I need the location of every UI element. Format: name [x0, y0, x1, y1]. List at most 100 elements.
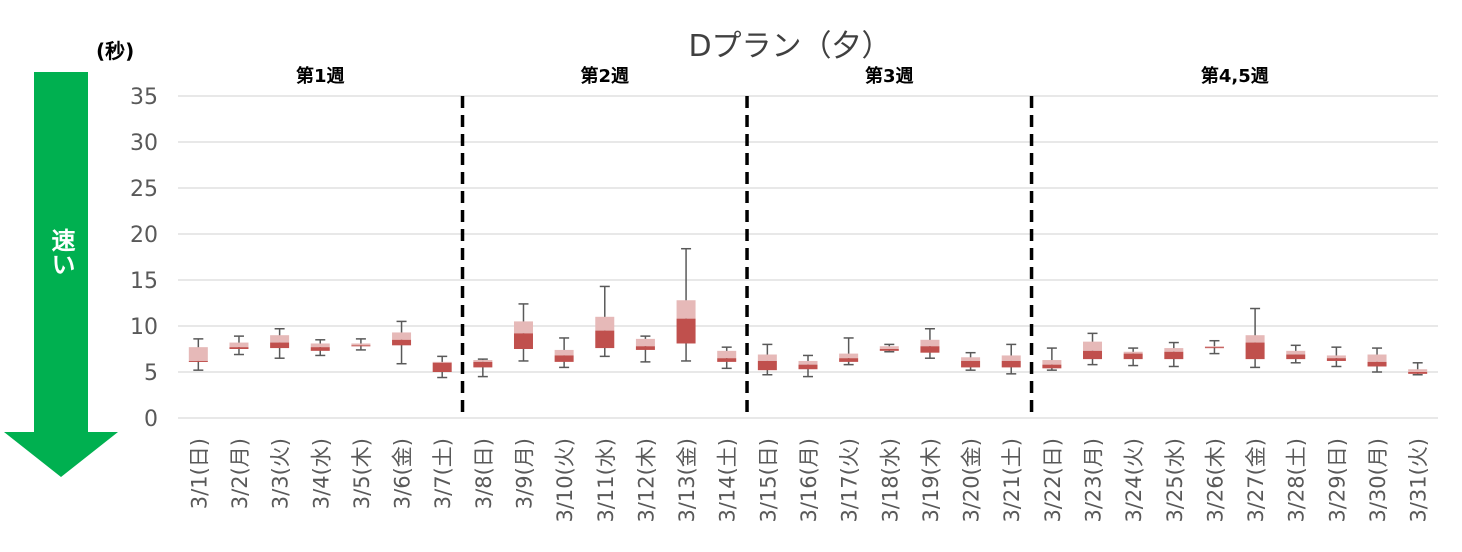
x-tick-label: 3/21(土) — [1000, 438, 1024, 523]
speed-arrow: 速い — [4, 72, 118, 477]
week-separators — [460, 96, 1034, 418]
x-tick-label: 3/23(月) — [1082, 438, 1106, 523]
y-tick-label: 35 — [130, 85, 158, 110]
box-30 — [1408, 362, 1428, 376]
box-13 — [717, 346, 737, 370]
x-tick-label: 3/9(月) — [512, 438, 536, 509]
box-upper — [229, 342, 249, 348]
box-lower — [1286, 354, 1306, 360]
y-tick-label: 0 — [144, 407, 158, 432]
box-upper — [392, 332, 412, 340]
box-lower — [676, 318, 696, 344]
box-4 — [351, 338, 371, 351]
box-29 — [1367, 347, 1387, 373]
x-tick-label: 3/31(火) — [1407, 438, 1431, 523]
box-16 — [839, 337, 859, 366]
box-lower — [635, 346, 655, 350]
x-tick-label: 3/14(土) — [716, 438, 740, 523]
week-label: 第3週 — [865, 65, 914, 87]
x-tick-label: 3/28(土) — [1285, 438, 1309, 523]
x-axis-ticks: 3/1(日) 3/2(月) 3/3(火) 3/4(水) 3/5(木) 3/6(金) 3/7(… — [187, 438, 1430, 523]
x-tick-label: 3/26(木) — [1203, 438, 1227, 523]
box-upper — [270, 335, 290, 343]
x-tick-label: 3/16(月) — [797, 438, 821, 523]
box-upper — [513, 321, 533, 334]
box-upper — [1042, 360, 1062, 365]
box-lower — [1245, 342, 1265, 360]
x-tick-label: 3/13(金) — [675, 438, 699, 523]
arrow-label: 速い — [47, 228, 75, 276]
y-tick-label: 20 — [130, 223, 158, 248]
box-lower — [473, 361, 493, 368]
x-tick-label: 3/3(火) — [269, 438, 293, 509]
box-9 — [554, 337, 574, 369]
gridlines — [178, 95, 1438, 419]
box-lower — [188, 360, 208, 362]
box-upper — [432, 361, 452, 363]
x-tick-label: 3/22(日) — [1041, 438, 1065, 523]
box-6 — [432, 355, 452, 379]
box-upper — [1286, 350, 1306, 355]
box-upper — [798, 360, 818, 365]
box-upper — [1123, 351, 1143, 354]
y-tick-label: 30 — [130, 131, 158, 156]
box-10 — [595, 285, 615, 358]
box-lower — [1001, 360, 1021, 368]
x-tick-label: 3/29(日) — [1325, 438, 1349, 523]
box-upper — [839, 353, 859, 359]
box-upper — [1367, 354, 1387, 362]
box-lower — [961, 360, 981, 368]
box-lower — [1123, 353, 1143, 360]
box-upper — [1408, 369, 1428, 372]
box-upper — [1083, 341, 1103, 351]
box-2 — [270, 328, 290, 359]
box-20 — [1001, 343, 1021, 375]
box-upper — [717, 350, 737, 359]
box-24 — [1164, 341, 1184, 368]
x-tick-label: 3/30(月) — [1366, 438, 1390, 523]
box-upper — [473, 360, 493, 362]
box-lower — [1083, 350, 1103, 360]
box-upper — [1326, 355, 1346, 359]
x-tick-label: 3/8(日) — [472, 438, 496, 509]
box-28 — [1326, 346, 1346, 368]
box-11 — [635, 335, 655, 363]
box-upper — [961, 357, 981, 361]
box-lower — [595, 330, 615, 349]
box-upper — [310, 343, 330, 348]
x-tick-label: 3/2(月) — [228, 438, 252, 509]
box-0 — [188, 338, 208, 371]
box-lower — [1204, 347, 1224, 349]
box-lower — [717, 358, 737, 362]
box-8 — [513, 303, 533, 362]
y-tick-label: 25 — [130, 177, 158, 202]
box-lower — [554, 355, 574, 362]
x-tick-label: 3/20(金) — [960, 438, 984, 523]
x-tick-label: 3/11(水) — [594, 438, 618, 523]
x-tick-label: 3/15(日) — [756, 438, 780, 523]
box-lower — [351, 345, 371, 347]
down-arrow-icon — [4, 72, 118, 477]
x-tick-label: 3/24(火) — [1122, 438, 1146, 523]
box-18 — [920, 328, 940, 359]
box-lower — [920, 346, 940, 353]
box-lower — [839, 358, 859, 362]
box-19 — [961, 351, 981, 371]
box-lower — [432, 362, 452, 372]
box-upper — [351, 343, 371, 346]
y-tick-label: 10 — [130, 315, 158, 340]
box-25 — [1204, 339, 1224, 355]
x-tick-label: 3/12(木) — [634, 438, 658, 523]
box-lower — [757, 360, 777, 371]
box-upper — [595, 316, 615, 331]
boxes — [188, 247, 1428, 379]
x-tick-label: 3/10(火) — [553, 438, 577, 523]
box-lower — [1367, 361, 1387, 367]
box-lower — [1164, 351, 1184, 360]
x-tick-label: 3/25(水) — [1163, 438, 1187, 523]
box-23 — [1123, 347, 1143, 367]
box-lower — [1326, 358, 1346, 361]
box-5 — [392, 320, 412, 365]
x-tick-label: 3/17(火) — [838, 438, 862, 523]
box-26 — [1245, 307, 1265, 369]
